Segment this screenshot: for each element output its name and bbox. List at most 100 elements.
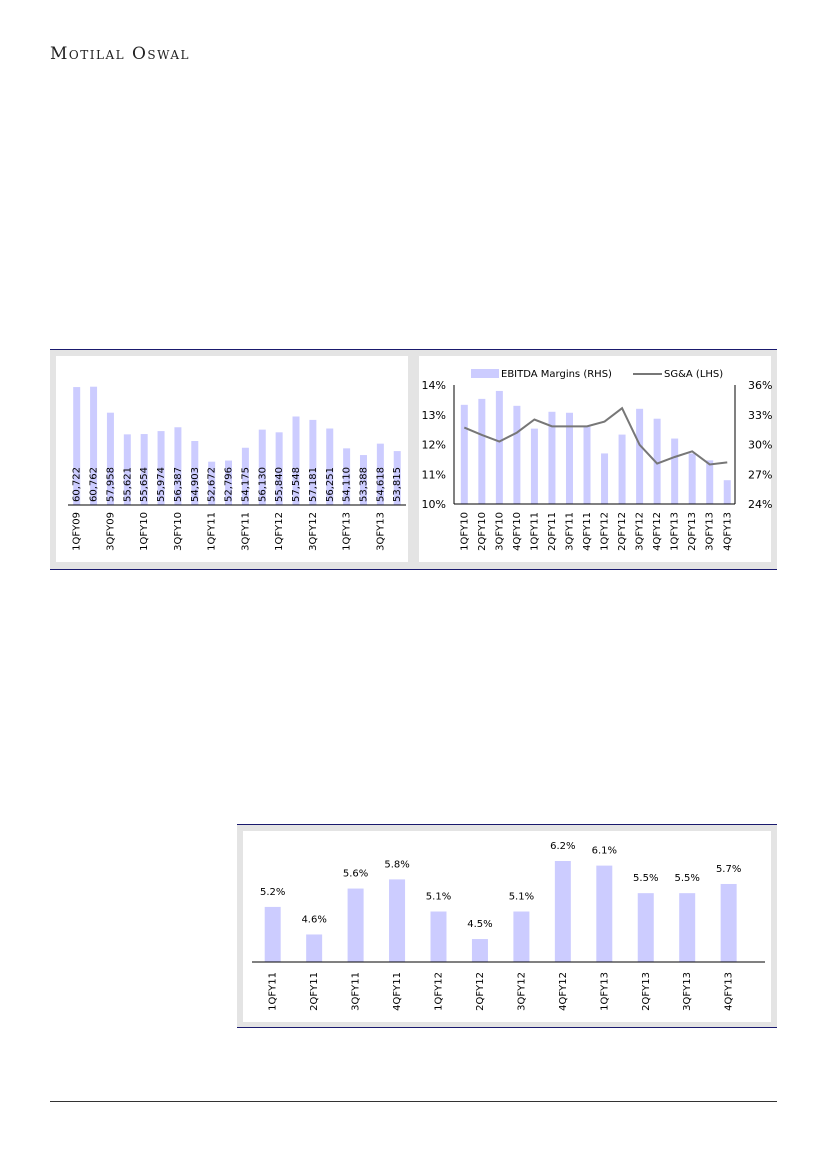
x-tick-label: 3QFY13 [705, 512, 716, 551]
value-label: 6.1% [592, 846, 617, 857]
chart-panel-right [419, 356, 771, 562]
right-y-tick-label: 36% [748, 379, 772, 392]
bar-ebitda-4QFY13 [723, 480, 731, 504]
value-label: 60,722 [72, 467, 83, 502]
bar-2QFY12 [292, 416, 300, 505]
bar-3QFY09 [106, 412, 114, 505]
bar-ebitda-2QFY10 [478, 398, 486, 504]
x-tick-label: 1QFY13 [342, 512, 353, 551]
x-tick-label: 3QFY13 [375, 512, 386, 551]
value-label: 5.7% [716, 864, 741, 875]
footer-divider [50, 1101, 777, 1102]
x-tick-label: 2QFY11 [547, 512, 558, 551]
x-tick-label: 3QFY10 [494, 512, 505, 551]
value-label: 5.8% [384, 859, 409, 870]
x-tick-label: 1QFY12 [434, 972, 445, 1011]
x-tick-label: 3QFY09 [105, 512, 116, 551]
bar-1QFY09 [73, 387, 81, 505]
x-tick-label: 3QFY12 [308, 512, 319, 551]
bar-ebitda-3QFY10 [495, 390, 503, 504]
value-label: 6.2% [550, 841, 575, 852]
bar-2QFY11 [306, 934, 323, 962]
bar-4QFY12 [326, 428, 334, 505]
x-tick-label: 4QFY12 [558, 972, 569, 1011]
bar-ebitda-1QFY10 [460, 404, 468, 504]
bar-ebitda-2QFY12 [618, 434, 626, 504]
value-label: 54,618 [375, 467, 386, 502]
x-tick-label: 4QFY11 [392, 972, 403, 1011]
value-label: 54,175 [240, 467, 251, 502]
bar-2QFY13 [359, 455, 367, 505]
bar-4QFY13 [393, 451, 401, 505]
value-label: 60,762 [89, 467, 100, 502]
bar-4QFY13 [720, 883, 737, 962]
bar-4QFY11 [389, 879, 406, 962]
x-tick-label: 2QFY13 [641, 972, 652, 1011]
x-tick-label: 1QFY11 [268, 972, 279, 1011]
value-label: 55,974 [156, 467, 167, 502]
bar-ebitda-2QFY11 [548, 411, 556, 504]
right-y-tick-label: 24% [748, 498, 772, 511]
legend-swatch-ebitda [471, 369, 499, 378]
bar-3QFY10 [174, 427, 182, 505]
bar-ebitda-1QFY11 [530, 428, 538, 504]
x-tick-label: 1QFY12 [600, 512, 611, 551]
x-tick-label: 2QFY12 [475, 972, 486, 1011]
x-tick-label: 3QFY11 [351, 972, 362, 1011]
x-tick-label: 2QFY12 [617, 512, 628, 551]
x-tick-label: 4QFY10 [512, 512, 523, 551]
x-tick-label: 2QFY10 [477, 512, 488, 551]
legend-label-ebitda: EBITDA Margins (RHS) [501, 369, 612, 380]
bar-ebitda-2QFY13 [688, 453, 696, 504]
value-label: 55,621 [122, 467, 133, 502]
bar-2QFY13 [637, 893, 654, 962]
bar-ebitda-3QFY12 [636, 408, 644, 504]
bar-2QFY10 [157, 431, 165, 505]
x-tick-label: 3QFY11 [240, 512, 251, 551]
bar-1QFY10 [140, 434, 148, 505]
bar-4QFY11 [258, 429, 266, 505]
bar-1QFY13 [343, 448, 351, 505]
right-y-tick-label: 30% [748, 439, 772, 452]
bar-1QFY12 [275, 432, 283, 505]
x-tick-label: 2QFY11 [309, 972, 320, 1011]
value-label: 56,130 [257, 467, 268, 502]
bar-ebitda-4QFY10 [513, 405, 521, 504]
x-tick-label: 4QFY13 [722, 512, 733, 551]
left-y-tick-label: 14% [422, 379, 446, 392]
bar-1QFY11 [208, 461, 216, 505]
legend-label-sga: SG&A (LHS) [664, 369, 723, 380]
bar-3QFY12 [513, 911, 530, 962]
value-label: 5.5% [633, 873, 658, 884]
value-label: 5.2% [260, 887, 285, 898]
x-tick-label: 3QFY13 [682, 972, 693, 1011]
bar-4QFY10 [191, 441, 199, 505]
bar-3QFY11 [241, 447, 249, 505]
bar-3QFY13 [679, 893, 696, 962]
x-tick-label: 1QFY11 [207, 512, 218, 551]
bar-ebitda-1QFY13 [671, 438, 679, 504]
x-tick-label: 3QFY10 [173, 512, 184, 551]
left-y-tick-label: 13% [422, 409, 446, 422]
left-y-tick-label: 12% [422, 439, 446, 452]
left-y-tick-label: 10% [422, 498, 446, 511]
bar-3QFY11 [347, 888, 364, 962]
value-label: 54,110 [342, 467, 353, 502]
bar-2QFY12 [471, 939, 488, 962]
x-tick-label: 1QFY13 [599, 972, 610, 1011]
value-label: 57,548 [291, 467, 302, 502]
bar-2QFY11 [225, 460, 233, 505]
x-tick-label: 1QFY12 [274, 512, 285, 551]
bar-1QFY12 [430, 911, 447, 962]
value-label: 57,958 [105, 467, 116, 502]
x-tick-label: 3QFY12 [516, 972, 527, 1011]
x-tick-label: 1QFY10 [459, 512, 470, 551]
x-tick-label: 4QFY12 [652, 512, 663, 551]
right-y-tick-label: 33% [748, 409, 772, 422]
value-label: 4.6% [301, 914, 326, 925]
value-label: 55,654 [139, 467, 150, 502]
value-label: 5.1% [426, 892, 451, 903]
value-label: 56,387 [173, 467, 184, 502]
value-label: 4.5% [467, 919, 492, 930]
